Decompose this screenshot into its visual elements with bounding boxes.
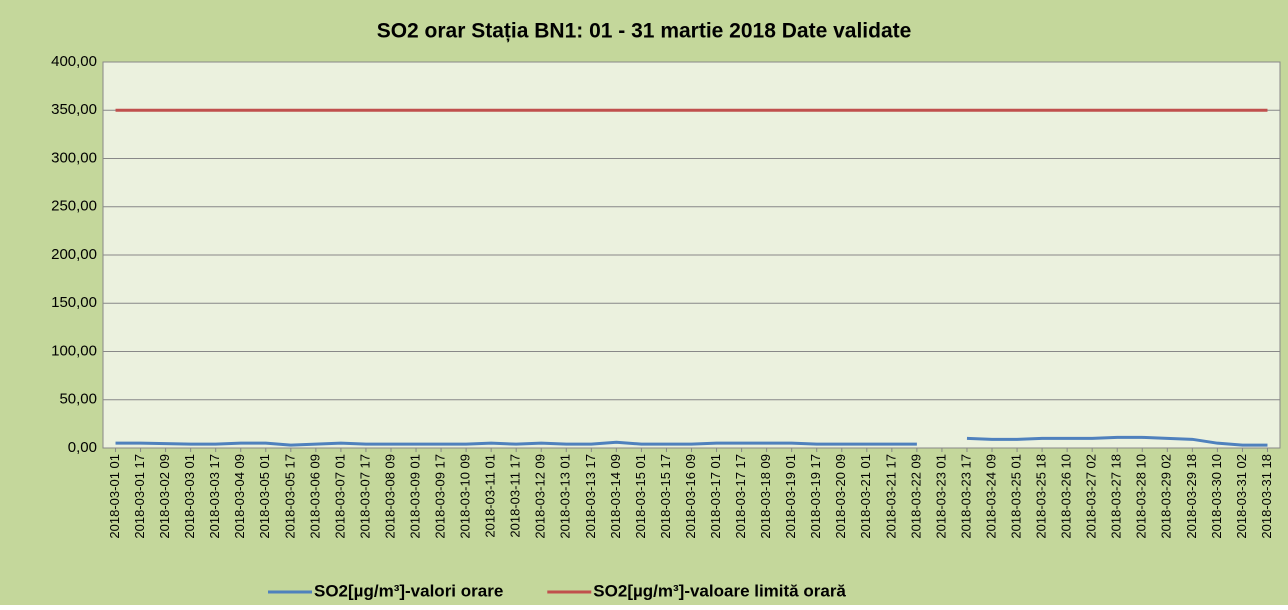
x-tick-label: 2018-03-06 09 (307, 454, 322, 539)
x-tick-label: 2018-03-22 09 (908, 454, 923, 539)
x-tick-label: 2018-03-27 02 (1084, 454, 1099, 539)
y-tick-label: 100,00 (51, 342, 97, 359)
y-tick-label: 200,00 (51, 246, 97, 263)
x-tick-label: 2018-03-02 09 (157, 454, 172, 539)
x-tick-label: 2018-03-23 17 (958, 454, 973, 539)
y-tick-label: 400,00 (51, 53, 97, 70)
x-tick-label: 2018-03-15 01 (633, 454, 648, 539)
y-tick-label: 50,00 (59, 391, 97, 408)
x-tick-label: 2018-03-26 10 (1059, 454, 1074, 539)
series-line (115, 440, 917, 447)
x-tick-label: 2018-03-14 09 (608, 454, 623, 539)
x-tick-label: 2018-03-20 09 (833, 454, 848, 539)
x-tick-label: 2018-03-29 02 (1159, 454, 1174, 539)
x-tick-label: 2018-03-10 09 (458, 454, 473, 539)
y-tick-label: 350,00 (51, 101, 97, 118)
x-tick-label: 2018-03-11 17 (508, 454, 523, 538)
x-tick-label: 2018-03-03 01 (182, 454, 197, 539)
y-tick-label: 300,00 (51, 149, 97, 166)
x-tick-label: 2018-03-28 10 (1134, 454, 1149, 539)
x-tick-label: 2018-03-18 09 (758, 454, 773, 539)
x-tick-label: 2018-03-17 01 (708, 454, 723, 539)
x-tick-label: 2018-03-17 17 (733, 454, 748, 539)
series-line (966, 435, 1268, 447)
x-tick-label: 2018-03-09 17 (433, 454, 448, 539)
x-tick-label: 2018-03-04 09 (232, 454, 247, 539)
x-tick-label: 2018-03-19 17 (808, 454, 823, 539)
legend-label: SO2[µg/m³]-valoare limită orară (593, 581, 846, 600)
x-tick-label: 2018-03-31 02 (1234, 454, 1249, 539)
x-tick-label: 2018-03-05 01 (257, 454, 272, 539)
legend-label: SO2[µg/m³]-valori orare (314, 581, 503, 600)
x-tick-label: 2018-03-03 17 (207, 454, 222, 539)
x-tick-label: 2018-03-01 01 (107, 454, 122, 539)
x-tick-label: 2018-03-23 01 (933, 454, 948, 539)
x-tick-label: 2018-03-11 01 (483, 454, 498, 538)
x-tick-label: 2018-03-25 18 (1034, 454, 1049, 539)
x-tick-label: 2018-03-16 09 (683, 454, 698, 539)
x-tick-label: 2018-03-01 17 (132, 454, 147, 539)
x-tick-label: 2018-03-07 17 (357, 454, 372, 539)
x-tick-label: 2018-03-13 01 (558, 454, 573, 539)
x-tick-label: 2018-03-07 01 (332, 454, 347, 539)
y-tick-label: 250,00 (51, 198, 97, 215)
x-tick-label: 2018-03-31 18 (1259, 454, 1274, 539)
x-tick-label: 2018-03-27 18 (1109, 454, 1124, 539)
x-tick-label: 2018-03-21 01 (858, 454, 873, 539)
y-tick-label: 150,00 (51, 294, 97, 311)
x-tick-label: 2018-03-25 01 (1008, 454, 1023, 539)
x-tick-label: 2018-03-08 09 (382, 454, 397, 539)
x-tick-label: 2018-03-13 17 (583, 454, 598, 539)
x-tick-label: 2018-03-09 01 (407, 454, 422, 539)
x-tick-label: 2018-03-24 09 (983, 454, 998, 539)
x-tick-label: 2018-03-12 09 (533, 454, 548, 539)
x-tick-label: 2018-03-05 17 (282, 454, 297, 539)
x-tick-label: 2018-03-19 01 (783, 454, 798, 539)
x-tick-label: 2018-03-30 10 (1209, 454, 1224, 539)
x-tick-label: 2018-03-15 17 (658, 454, 673, 539)
chart-title: SO2 orar Stația BN1: 01 - 31 martie 2018… (377, 20, 912, 43)
x-tick-label: 2018-03-21 17 (883, 454, 898, 539)
x-tick-label: 2018-03-29 18 (1184, 454, 1199, 539)
y-tick-label: 0,00 (68, 439, 97, 456)
